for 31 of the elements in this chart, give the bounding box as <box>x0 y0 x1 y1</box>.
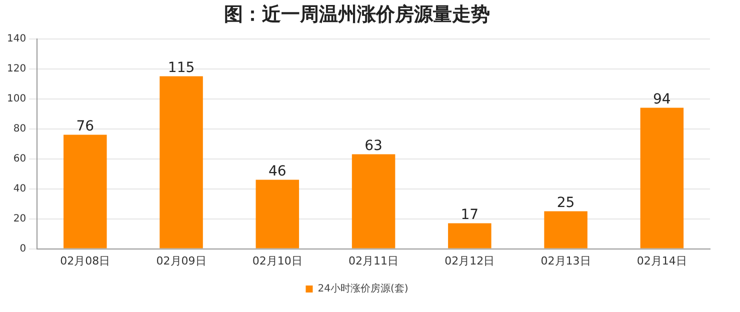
y-tick-label: 140 <box>6 33 26 44</box>
y-tick-label: 120 <box>6 63 26 74</box>
bar <box>640 108 684 248</box>
x-tick-label: 02月11日 <box>348 254 399 268</box>
bar <box>544 211 588 248</box>
x-tick-label: 02月08日 <box>60 254 110 268</box>
legend-label: 24小时涨价房源(套) <box>318 282 408 295</box>
x-tick-label: 02月13日 <box>540 254 591 268</box>
x-tick-label: 02月10日 <box>252 254 302 268</box>
bar <box>256 180 300 248</box>
chart-title: 图：近一周温州涨价房源量走势 <box>224 3 490 26</box>
data-label: 63 <box>364 138 382 154</box>
data-label: 76 <box>76 118 94 134</box>
bar <box>160 76 203 248</box>
y-tick-label: 40 <box>13 183 26 194</box>
data-label: 25 <box>556 194 575 211</box>
data-label: 94 <box>653 91 671 108</box>
data-label: 46 <box>268 163 286 180</box>
y-tick-label: 60 <box>13 153 26 164</box>
x-tick-label: 02月14日 <box>636 254 687 268</box>
y-tick-label: 100 <box>6 93 26 104</box>
x-tick-label: 02月12日 <box>444 254 495 268</box>
bar <box>352 154 396 248</box>
data-label: 17 <box>460 206 479 223</box>
y-tick-label: 0 <box>20 243 26 254</box>
y-tick-label: 20 <box>13 213 26 224</box>
bar <box>448 223 492 248</box>
data-label: 115 <box>168 60 195 76</box>
x-tick-label: 02月09日 <box>156 254 206 268</box>
bar <box>64 134 107 248</box>
y-tick-label: 80 <box>13 123 26 134</box>
